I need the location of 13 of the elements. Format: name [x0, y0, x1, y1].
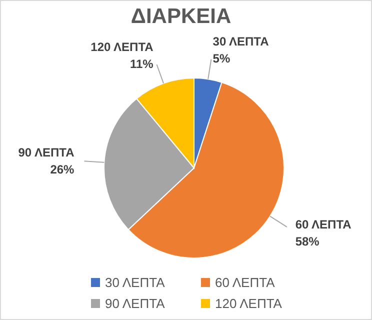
legend-label: 120 ΛΕΠΤΑ	[215, 296, 282, 311]
data-label: 5%	[212, 51, 230, 66]
legend-label: 30 ΛΕΠΤΑ	[105, 275, 165, 290]
data-label: 11%	[130, 57, 154, 72]
slice-label: 120 ΛΕΠΤΑ	[90, 40, 154, 54]
legend-label: 60 ΛΕΠΤΑ	[215, 275, 275, 290]
data-label: 58%	[295, 234, 320, 248]
slice-label: 30 ΛΕΠΤΑ	[212, 34, 270, 48]
slice-label: 90 ΛΕΠΤΑ	[18, 145, 75, 160]
chart-title: ΔΙΑΡΚΕΙΑ	[130, 5, 232, 29]
slice-label: 60 ΛΕΠΤΑ	[295, 217, 352, 232]
data-label: 26%	[50, 162, 75, 176]
legend-label: 90 ΛΕΠΤΑ	[105, 296, 165, 311]
